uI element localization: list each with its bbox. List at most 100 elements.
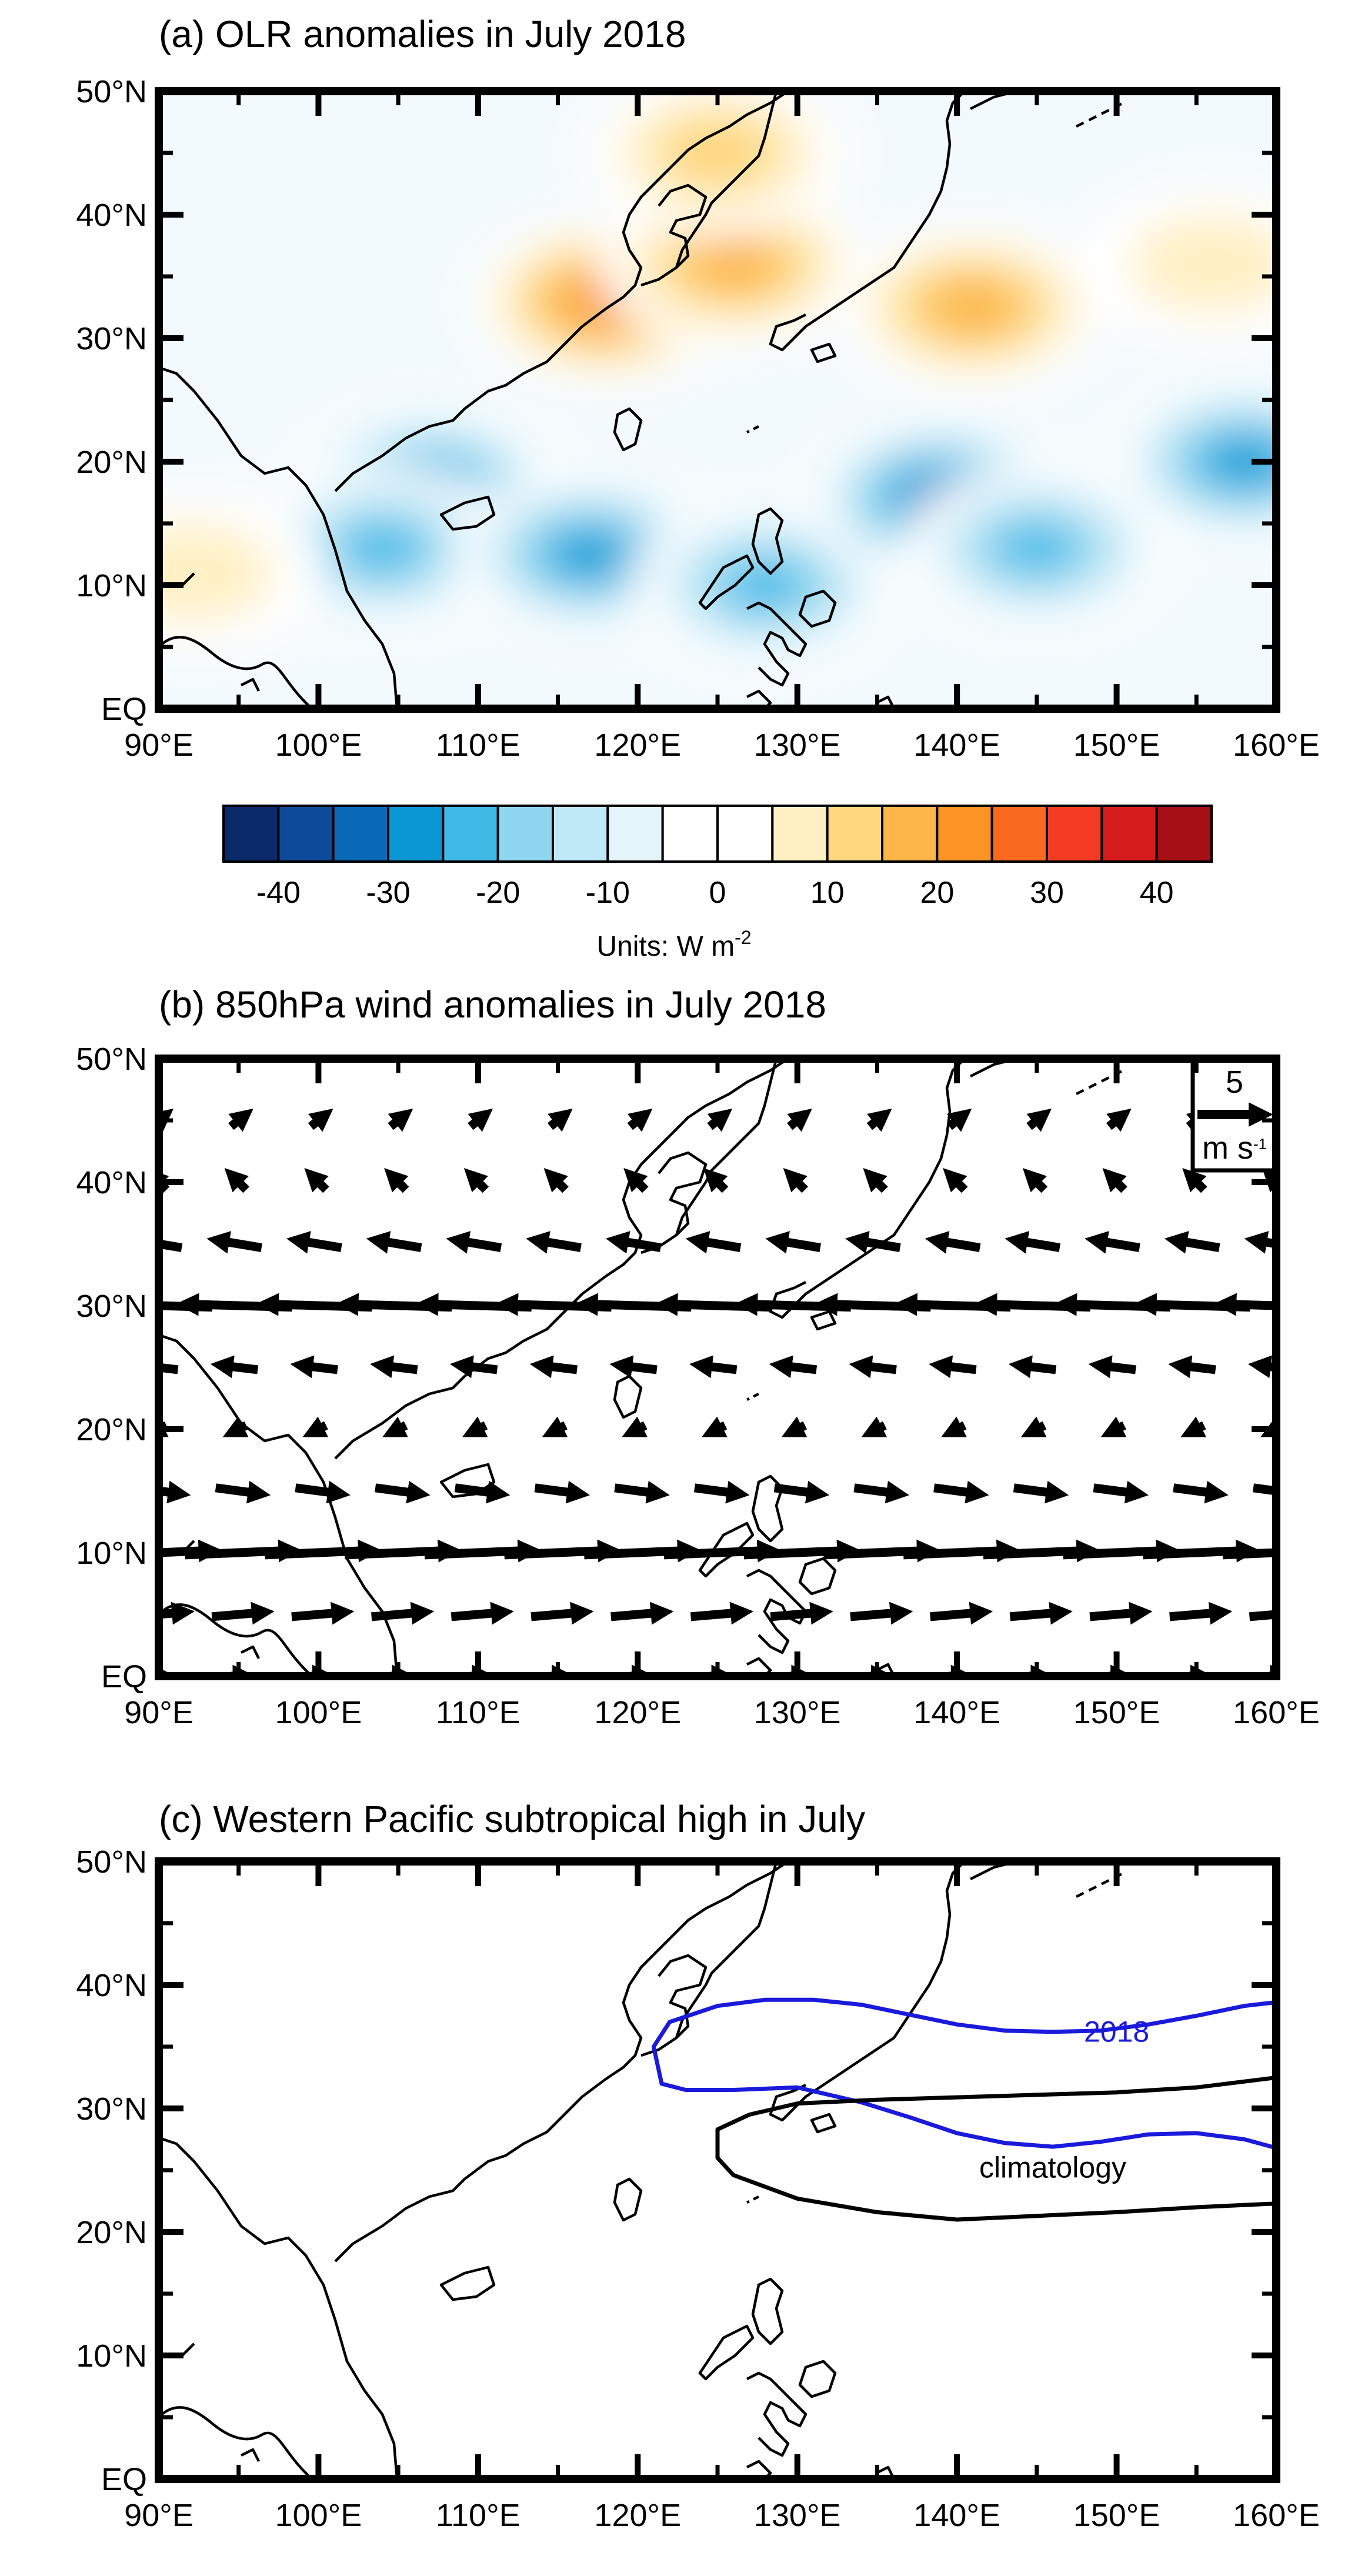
reference-vector-box: 5 m s-1 [1190,1056,1279,1173]
wind-vector [1106,1108,1132,1132]
wind-vector [462,1416,488,1437]
y-tick-label: EQ [101,2462,147,2497]
wind-vector [222,1416,249,1437]
wind-vector [690,1601,754,1625]
wind-vector [773,1480,830,1504]
panel-a-title: (a) OLR anomalies in July 2018 [159,13,686,55]
wind-vector [295,1480,351,1504]
x-tick-label: 90°E [124,2498,193,2533]
wind-vector [941,1416,967,1437]
x-tick-label: 150°E [1073,1695,1160,1730]
wind-vector [863,1167,888,1193]
wind-vector [210,1355,259,1379]
wind-vector [623,1167,649,1193]
wind-vector [765,1231,821,1254]
colorbar-tick-labels: -40 -30 -20 -10 0 10 20 30 40 [256,876,1174,910]
wind-vector [1005,1231,1061,1254]
wind-vector [866,1108,892,1132]
contour-2018 [651,1997,1276,2150]
colorbar-tick-label: 30 [1030,876,1064,910]
colorbar [222,805,1213,863]
x-tick-label: 110°E [436,728,520,763]
colorbar-tick-label: 0 [709,876,726,910]
wind-vector [609,1355,658,1379]
colorbar-swatch [387,805,445,863]
x-tick-label: 100°E [275,728,362,763]
contour-label: 2018 [1084,2016,1149,2048]
y-tick-label: 50°N [76,74,147,109]
wind-vector [694,1480,750,1504]
wind-vector [1169,1601,1233,1625]
olr-contour-level [927,279,1018,335]
x-tick-label: 120°E [594,2498,681,2533]
wind-vector [159,1167,170,1193]
wind-vector [783,1167,809,1193]
wind-vector [446,1231,502,1254]
wind-vector [781,1416,808,1437]
x-axis-labels-a: 90°E 100°E 110°E 120°E 130°E 140°E 150°E 160°E [124,728,1320,763]
colorbar-units: Units: W m-2 [596,927,751,962]
x-tick-label: 120°E [594,1695,681,1730]
y-axis-labels-b: EQ 10°N 20°N 30°N 40°N 50°N [76,1042,147,1694]
wind-vector [1262,1167,1276,1193]
wind-vector [375,1480,431,1504]
wind-vector [1249,1610,1276,1621]
wind-vector [946,1108,972,1132]
wind-vector [627,1108,653,1132]
wind-vector [468,1108,493,1132]
colorbar-swatch [661,805,719,863]
y-tick-label: 40°N [76,1165,147,1200]
olr-anomaly-field [159,91,1276,668]
colorbar-swatch [332,805,390,863]
y-tick-label: 40°N [76,1968,147,2003]
olr-contour-level [1213,442,1276,481]
wind-vector [845,1231,901,1254]
wind-vector [685,1231,742,1254]
wind-vector [702,1416,728,1437]
wind-vector [770,1601,833,1625]
colorbar-tick-label: -40 [256,876,301,910]
wind-vector [943,1167,968,1193]
colorbar-tick-label: -30 [366,876,410,910]
wind-vector [366,1231,422,1254]
y-tick-label: 20°N [76,1412,147,1447]
wind-vector [463,1167,489,1193]
colorbar-swatch [826,805,883,863]
x-tick-label: 130°E [754,1695,841,1730]
x-tick-label: 150°E [1073,728,1160,763]
wind-vector [850,1601,913,1625]
x-tick-label: 160°E [1233,1695,1320,1730]
colorbar-swatch [990,805,1048,863]
wind-vector [228,1108,253,1132]
wind-vector [308,1108,333,1132]
wind-vector [382,1416,408,1437]
contour-label: climatology [979,2151,1126,2184]
y-tick-label: 30°N [76,2091,147,2127]
wind-vector [529,1355,578,1379]
colorbar-swatch [1155,805,1213,863]
y-tick-label: 10°N [76,2338,147,2374]
wind-vector [1020,1416,1047,1437]
wind-vectors [159,1108,1276,1676]
wind-vector [526,1231,582,1254]
wind-vector [291,1601,355,1625]
x-tick-label: 110°E [436,1695,520,1730]
wind-vector [159,1108,174,1132]
olr-contour-level [659,118,776,188]
colorbar-swatch [496,805,554,863]
y-tick-label: 30°N [76,321,147,356]
wind-vector [1168,1355,1216,1379]
wind-vector [454,1480,510,1504]
panel-a-plot [155,87,1280,713]
wind-vector [1085,1231,1140,1254]
wind-vector [1022,1167,1048,1193]
wind-vector [1009,1601,1073,1625]
wind-vector [707,1108,733,1132]
plot-frame-a [155,87,1280,713]
wind-vector [1222,1548,1276,1560]
wind-vector [1180,1416,1206,1437]
wind-vector [449,1355,498,1379]
wind-vector [534,1480,590,1504]
wind-vector [304,1167,329,1193]
